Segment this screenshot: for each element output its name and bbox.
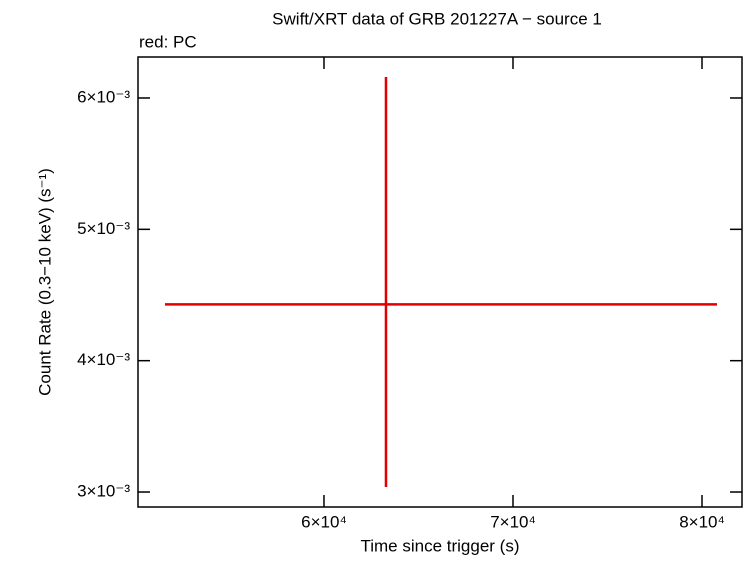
y-tick-label: 5×10⁻³ [77,219,130,238]
y-tick-label: 4×10⁻³ [77,350,130,369]
plot-frame [137,56,743,508]
x-tick-label: 6×10⁴ [301,512,347,531]
y-tick-label: 6×10⁻³ [77,87,130,106]
chart-title: Swift/XRT data of GRB 201227A − source 1 [272,9,602,28]
x-axis-label: Time since trigger (s) [360,536,519,555]
y-axis-label: Count Rate (0.3−10 keV) (s⁻¹) [35,168,54,396]
y-tick-label: 3×10⁻³ [77,482,130,501]
x-tick-label: 7×10⁴ [490,512,536,531]
x-tick-label: 8×10⁴ [679,512,725,531]
chart-subtitle: red: PC [139,32,197,51]
